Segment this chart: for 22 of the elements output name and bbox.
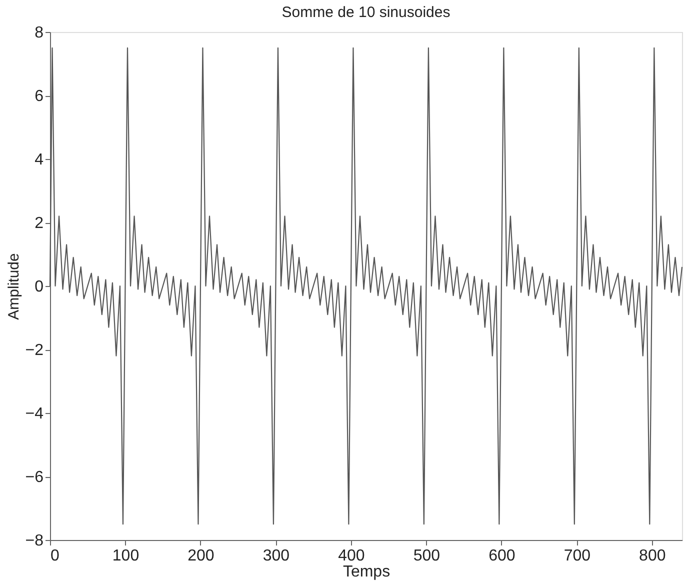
- y-tick-label: 4: [34, 152, 44, 168]
- y-tick-label: 0: [34, 278, 44, 296]
- x-tick-label: 400: [338, 548, 365, 564]
- chart-title: Somme de 10 sinusoides: [282, 4, 450, 21]
- line-series: [49, 47, 683, 525]
- x-tick-label: 600: [488, 548, 516, 564]
- y-tick-label: −4: [25, 406, 44, 422]
- x-axis-title: Temps: [342, 564, 390, 580]
- x-tick-label: 800: [639, 548, 666, 564]
- x-tick-label: 200: [188, 548, 214, 564]
- y-tick-label: 2: [34, 215, 44, 232]
- y-tick-label: −6: [25, 469, 44, 486]
- y-axis-title: Amplitude: [5, 253, 22, 320]
- x-tick-label: 0: [50, 548, 60, 564]
- y-tick-label: 6: [34, 88, 44, 105]
- y-tick-label: 8: [34, 24, 44, 42]
- y-tick-label: −2: [25, 342, 44, 359]
- y-tick-label: −8: [25, 532, 44, 550]
- x-tick-label: 500: [413, 548, 440, 564]
- x-tick-label: 100: [112, 548, 140, 564]
- x-tick-label: 300: [262, 548, 290, 564]
- x-tick-label: 700: [564, 548, 591, 564]
